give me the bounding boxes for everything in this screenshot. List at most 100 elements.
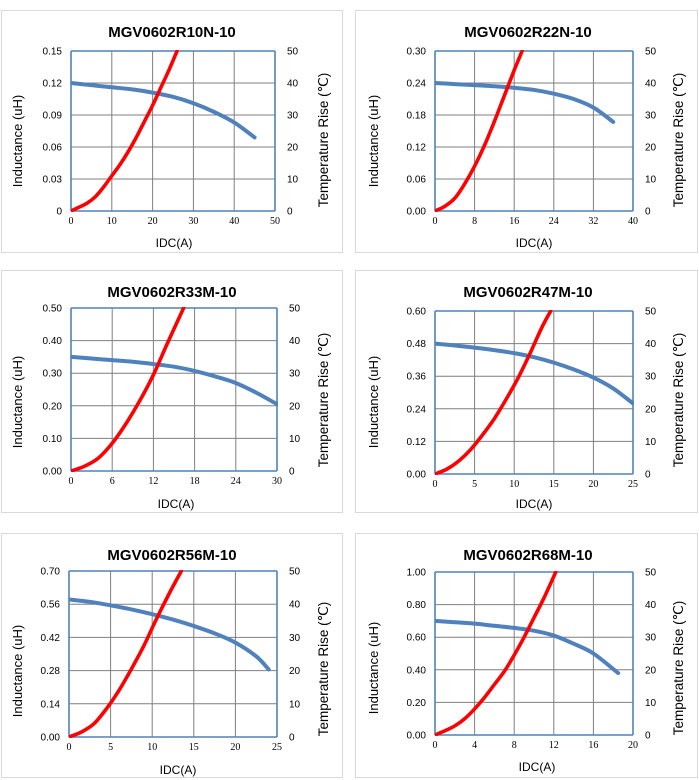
temperature-rise-series-line bbox=[69, 570, 184, 738]
chart-svg: MGV0602R33M-10 0.000.100.200.300.400.50 … bbox=[10, 284, 331, 511]
y-axis-label-left: Inductance (uH) bbox=[10, 356, 25, 449]
x-tick-label: 16 bbox=[588, 740, 598, 751]
y-tick-label-left: 0.50 bbox=[43, 304, 63, 315]
x-tick-label: 5 bbox=[108, 742, 113, 753]
chart-panel-mgv0602r68m: MGV0602R68M-10 0.00 0.20 0.40 0.60 0.80 1.00 … bbox=[355, 533, 698, 778]
y-tick-label-left: 0.12 bbox=[43, 79, 63, 90]
y-axis-label-right: Temperature Rise (℃) bbox=[316, 333, 331, 467]
y-axis-label-right: Temperature Rise (℃) bbox=[671, 601, 686, 735]
y-tick-label-right: 50 bbox=[645, 568, 657, 579]
y-tick-label-right: 0 bbox=[289, 467, 295, 478]
y-axis-label-right: Temperature Rise (℃) bbox=[671, 333, 686, 467]
temperature-rise-series-line bbox=[435, 50, 524, 212]
x-tick-label: 40 bbox=[229, 216, 239, 227]
x-axis-label: IDC(A) bbox=[158, 497, 195, 511]
x-tick-label: 30 bbox=[272, 476, 282, 487]
chart-title: MGV0602R22N-10 bbox=[464, 24, 592, 41]
x-tick-label: 25 bbox=[272, 742, 282, 753]
y-tick-label-right: 50 bbox=[289, 304, 301, 315]
chart-panel-mgv0602r56m: MGV0602R56M-10 0.00 0.14 0.28 0.42 0.56 0.70 … bbox=[1, 533, 343, 778]
y-axis-label-left: Inductance (uH) bbox=[10, 625, 25, 718]
y-tick-label-left: 0.06 bbox=[407, 175, 427, 186]
y-tick-label-right: 20 bbox=[289, 666, 301, 677]
y-tick-label-right: 50 bbox=[287, 47, 299, 58]
chart-panel-mgv0602r47m: MGV0602R47M-10 0.00 0.12 0.24 0.36 0.48 0.60 … bbox=[355, 270, 698, 513]
y-tick-label-right: 50 bbox=[289, 567, 301, 578]
y-tick-label-right: 10 bbox=[645, 437, 657, 448]
y-tick-label-left: 0.18 bbox=[407, 111, 427, 122]
x-tick-label: 32 bbox=[588, 216, 598, 227]
y-axis-label-right: Temperature Rise (℃) bbox=[316, 602, 331, 736]
x-axis-label: IDC(A) bbox=[156, 236, 193, 250]
y-tick-label-right: 20 bbox=[645, 143, 657, 154]
y-tick-label-left: 0.56 bbox=[41, 600, 61, 611]
y-tick-label-left: 0.10 bbox=[43, 434, 63, 445]
y-tick-label-right: 40 bbox=[645, 79, 657, 90]
y-tick-label-left: 0.00 bbox=[407, 207, 427, 218]
plot-area bbox=[69, 571, 277, 737]
y-axis-label-left: Inductance (uH) bbox=[10, 95, 25, 188]
x-tick-label: 15 bbox=[189, 742, 199, 753]
y-tick-label-right: 30 bbox=[289, 369, 301, 380]
x-tick-label: 40 bbox=[628, 216, 638, 227]
x-axis-label: IDC(A) bbox=[516, 236, 553, 250]
inductance-series-line bbox=[69, 597, 271, 672]
y-tick-label-left: 0.14 bbox=[41, 699, 61, 710]
y-tick-label-left: 0.00 bbox=[43, 467, 63, 478]
y-tick-label-right: 40 bbox=[645, 339, 657, 350]
x-tick-label: 0 bbox=[67, 742, 72, 753]
plot-area bbox=[435, 572, 633, 735]
y-tick-label-left: 0.36 bbox=[407, 372, 427, 383]
x-tick-label: 8 bbox=[472, 216, 477, 227]
y-tick-label-left: 0.20 bbox=[407, 698, 427, 709]
x-tick-label: 15 bbox=[549, 479, 559, 490]
x-tick-label: 20 bbox=[148, 216, 158, 227]
y-tick-label-right: 20 bbox=[645, 665, 657, 676]
x-tick-label: 0 bbox=[69, 476, 74, 487]
x-axis-label: IDC(A) bbox=[519, 760, 556, 774]
y-tick-label-right: 30 bbox=[645, 633, 657, 644]
y-tick-label-right: 40 bbox=[289, 336, 301, 347]
x-tick-label: 0 bbox=[433, 479, 438, 490]
chart-svg: MGV0602R47M-10 0.000.120.240.360.480.60 … bbox=[366, 284, 686, 511]
y-tick-label-right: 50 bbox=[645, 307, 657, 318]
y-tick-label-left: 0.12 bbox=[407, 437, 427, 448]
x-tick-label: 30 bbox=[188, 216, 198, 227]
y-tick-label-right: 0 bbox=[645, 470, 651, 481]
y-tick-label-left: 1.00 bbox=[407, 568, 427, 579]
y-tick-label-left: 0.00 bbox=[407, 470, 427, 481]
y-tick-label-right: 20 bbox=[289, 401, 301, 412]
chart-svg: MGV0602R10N-10 0 0.03 0.06 0.09 0.12 0.15 0 10… bbox=[10, 24, 331, 250]
chart-title: MGV0602R10N-10 bbox=[108, 24, 236, 41]
x-tick-label: 10 bbox=[509, 479, 519, 490]
x-tick-label: 50 bbox=[270, 216, 280, 227]
temperature-rise-series-line bbox=[71, 307, 186, 472]
y-tick-label-left: 0.60 bbox=[407, 633, 427, 644]
plot-area bbox=[71, 308, 277, 471]
y-tick-label-left: 0.60 bbox=[407, 307, 427, 318]
chart-title: MGV0602R33M-10 bbox=[107, 284, 236, 301]
x-tick-label: 10 bbox=[147, 742, 157, 753]
x-tick-label: 16 bbox=[509, 216, 519, 227]
y-tick-label-left: 0.80 bbox=[407, 600, 427, 611]
y-tick-label-right: 40 bbox=[289, 600, 301, 611]
x-tick-label: 8 bbox=[512, 740, 517, 751]
chart-panel-mgv0602r33m: MGV0602R33M-10 0.00 0.10 0.20 0.30 0.40 0.50 … bbox=[1, 270, 343, 513]
y-tick-label-left: 0.00 bbox=[407, 731, 427, 742]
y-tick-label-right: 10 bbox=[645, 698, 657, 709]
y-tick-label-right: 30 bbox=[287, 111, 299, 122]
y-tick-label-left: 0.24 bbox=[407, 79, 427, 90]
y-tick-label-left: 0.20 bbox=[43, 401, 63, 412]
y-tick-label-left: 0.70 bbox=[41, 567, 61, 578]
chart-svg: MGV0602R56M-10 0.000.140.280.420.560.70 … bbox=[10, 547, 331, 777]
x-tick-label: 5 bbox=[472, 479, 477, 490]
inductance-series-line bbox=[435, 341, 634, 406]
inductance-series-line bbox=[435, 81, 616, 124]
x-tick-label: 0 bbox=[69, 216, 74, 227]
temperature-rise-series-line bbox=[71, 50, 179, 212]
chart-svg: MGV0602R68M-10 0.000.200.400.600.801.00 … bbox=[366, 547, 686, 774]
chart-panel-mgv0602r10n: MGV0602R10N-10 0 0.03 0.06 0.09 0.12 0.15 0 10… bbox=[1, 10, 343, 253]
chart-title: MGV0602R47M-10 bbox=[463, 284, 592, 301]
y-tick-label-left: 0.24 bbox=[407, 404, 427, 415]
